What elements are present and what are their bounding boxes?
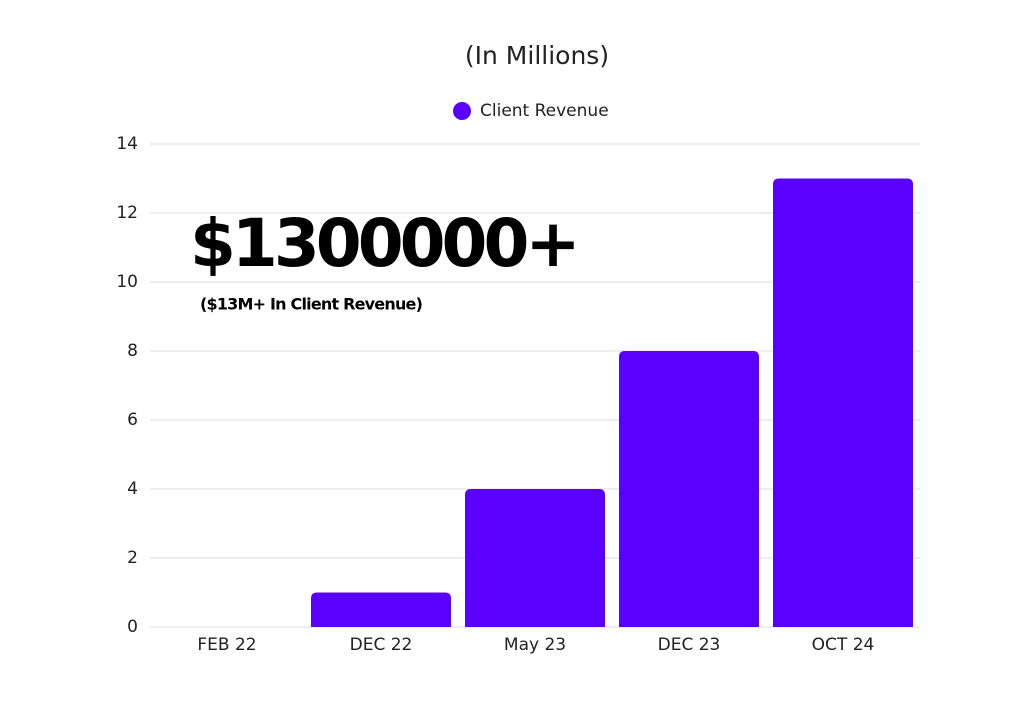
bar — [311, 592, 451, 627]
legend-label: Client Revenue — [480, 101, 609, 121]
y-tick-label: 12 — [116, 203, 138, 223]
y-tick-label: 6 — [127, 410, 138, 430]
x-tick-label: DEC 22 — [350, 635, 413, 655]
annotation-headline: $1300000+ — [190, 205, 577, 282]
x-tick-label: DEC 23 — [658, 635, 721, 655]
y-tick-label: 10 — [116, 272, 138, 292]
y-tick-label: 0 — [127, 617, 138, 637]
y-tick-label: 8 — [127, 341, 138, 361]
bar — [465, 489, 605, 627]
y-tick-label: 14 — [116, 134, 138, 154]
bar — [773, 178, 913, 627]
legend-swatch — [453, 102, 471, 120]
x-tick-label: OCT 24 — [812, 635, 875, 655]
bar — [619, 351, 759, 627]
x-tick-label: FEB 22 — [197, 635, 256, 655]
chart-title: (In Millions) — [465, 41, 609, 70]
annotation-subtitle: ($13M+ In Client Revenue) — [200, 295, 422, 314]
y-tick-label: 2 — [127, 548, 138, 568]
y-tick-label: 4 — [127, 479, 138, 499]
x-tick-label: May 23 — [504, 635, 566, 655]
